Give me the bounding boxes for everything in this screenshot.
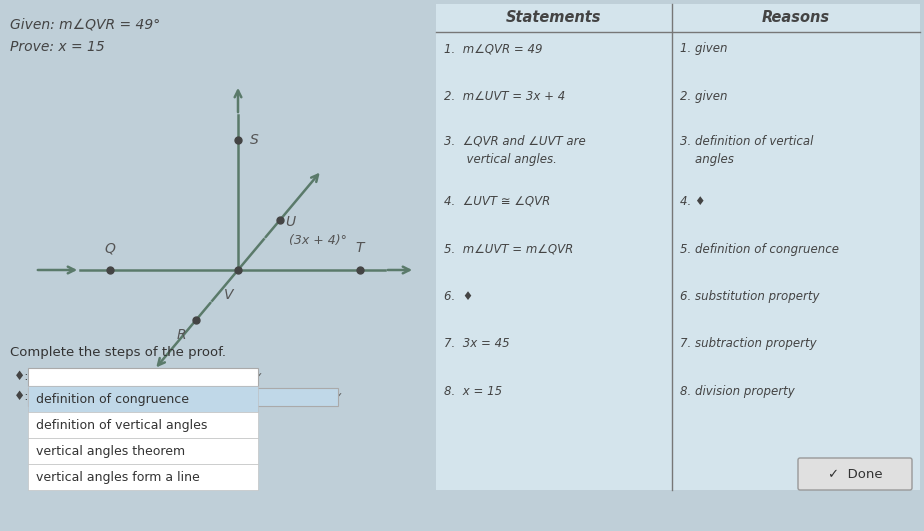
Text: 8.  x = 15: 8. x = 15 — [444, 385, 502, 398]
Text: definition of vertical angles: definition of vertical angles — [36, 418, 207, 432]
Text: ✓: ✓ — [253, 372, 262, 382]
Text: R: R — [176, 328, 186, 342]
Text: Given: m∠QVR = 49°: Given: m∠QVR = 49° — [10, 18, 160, 32]
FancyBboxPatch shape — [28, 464, 258, 490]
Text: Statements: Statements — [506, 11, 602, 25]
FancyBboxPatch shape — [436, 4, 920, 490]
Text: 1.  m∠QVR = 49: 1. m∠QVR = 49 — [444, 42, 542, 55]
Text: Complete the steps of the proof.: Complete the steps of the proof. — [10, 346, 226, 359]
FancyBboxPatch shape — [28, 412, 258, 438]
Text: 6. substitution property: 6. substitution property — [680, 290, 820, 303]
Text: U: U — [285, 215, 295, 229]
FancyBboxPatch shape — [28, 386, 258, 412]
Text: Reasons: Reasons — [762, 11, 830, 25]
Text: 5. definition of congruence: 5. definition of congruence — [680, 243, 839, 256]
FancyBboxPatch shape — [28, 388, 338, 406]
Text: 8. division property: 8. division property — [680, 385, 795, 398]
Text: 1. given: 1. given — [680, 42, 727, 55]
Text: 2. given: 2. given — [680, 90, 727, 103]
Text: ✓: ✓ — [334, 392, 343, 402]
Text: T: T — [356, 241, 364, 255]
Text: ♦:: ♦: — [14, 390, 30, 402]
Text: vertical angles theorem: vertical angles theorem — [36, 444, 185, 458]
Text: 5.  m∠UVT = m∠QVR: 5. m∠UVT = m∠QVR — [444, 243, 573, 256]
Text: 4.  ∠UVT ≅ ∠QVR: 4. ∠UVT ≅ ∠QVR — [444, 195, 551, 208]
Text: 7. subtraction property: 7. subtraction property — [680, 337, 817, 350]
Text: definition of congruence: definition of congruence — [36, 392, 189, 406]
Text: S: S — [250, 133, 259, 147]
FancyBboxPatch shape — [798, 458, 912, 490]
Text: 4. ♦: 4. ♦ — [680, 195, 706, 208]
Text: 7.  3x = 45: 7. 3x = 45 — [444, 337, 510, 350]
Text: (3x + 4)°: (3x + 4)° — [288, 234, 346, 247]
Text: 2.  m∠UVT = 3x + 4: 2. m∠UVT = 3x + 4 — [444, 90, 565, 103]
Text: Q: Q — [104, 241, 116, 255]
Text: 6.  ♦: 6. ♦ — [444, 290, 473, 303]
FancyBboxPatch shape — [28, 438, 258, 464]
Text: vertical angles form a line: vertical angles form a line — [36, 470, 200, 484]
Text: 3.  ∠QVR and ∠UVT are
      vertical angles.: 3. ∠QVR and ∠UVT are vertical angles. — [444, 135, 586, 166]
Text: Prove: x = 15: Prove: x = 15 — [10, 40, 104, 54]
Text: V: V — [224, 288, 233, 302]
FancyBboxPatch shape — [28, 368, 258, 386]
Text: 3. definition of vertical
    angles: 3. definition of vertical angles — [680, 135, 813, 166]
Text: ♦:: ♦: — [14, 370, 30, 382]
Text: ✓  Done: ✓ Done — [828, 467, 882, 481]
